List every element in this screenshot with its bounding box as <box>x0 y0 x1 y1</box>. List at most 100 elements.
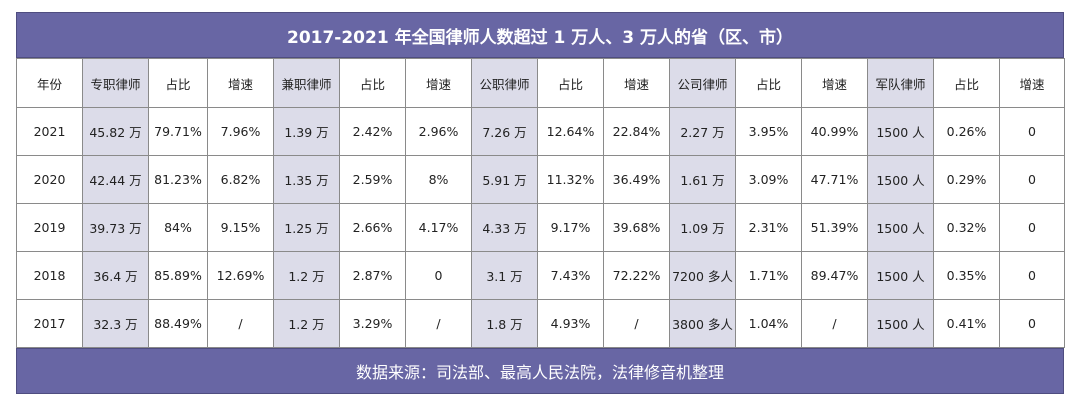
cell: 3.95% <box>735 107 802 156</box>
col-header-share: 占比 <box>339 58 406 108</box>
cell: 2.27 万 <box>669 107 736 156</box>
cell: 36.49% <box>603 155 670 204</box>
cell: 3.1 万 <box>471 251 538 300</box>
cell: 39.73 万 <box>82 203 149 252</box>
cell: 0 <box>999 107 1065 156</box>
cell: / <box>603 299 670 348</box>
cell: 85.89% <box>148 251 208 300</box>
cell: 47.71% <box>801 155 868 204</box>
cell: 88.49% <box>148 299 208 348</box>
cell: 51.39% <box>801 203 868 252</box>
cell: 7.43% <box>537 251 604 300</box>
cell: 1500 人 <box>867 155 934 204</box>
cell: 32.3 万 <box>82 299 149 348</box>
cell: 1.25 万 <box>273 203 340 252</box>
cell: 5.91 万 <box>471 155 538 204</box>
cell: 2.42% <box>339 107 406 156</box>
col-header-corporate: 公司律师 <box>669 58 736 108</box>
cell: 89.47% <box>801 251 868 300</box>
cell: 1.09 万 <box>669 203 736 252</box>
cell: 11.32% <box>537 155 604 204</box>
cell: 39.68% <box>603 203 670 252</box>
col-header-growth: 增速 <box>999 58 1065 108</box>
cell: 4.17% <box>405 203 472 252</box>
cell: 1.2 万 <box>273 251 340 300</box>
cell: 4.93% <box>537 299 604 348</box>
cell: 2018 <box>16 251 83 300</box>
lawyer-stats-table: 年份 专职律师 占比 增速 兼职律师 占比 增速 公职律师 占比 增速 公司律师… <box>16 58 1065 348</box>
cell: 1.35 万 <box>273 155 340 204</box>
cell: 0.35% <box>933 251 1000 300</box>
cell: 2.59% <box>339 155 406 204</box>
cell: 81.23% <box>148 155 208 204</box>
cell: 2.87% <box>339 251 406 300</box>
table-row: 2018 36.4 万 85.89% 12.69% 1.2 万 2.87% 0 … <box>16 251 1065 300</box>
cell: 1500 人 <box>867 251 934 300</box>
cell: 7.26 万 <box>471 107 538 156</box>
cell: 0.26% <box>933 107 1000 156</box>
cell: 1500 人 <box>867 107 934 156</box>
cell: 0 <box>999 299 1065 348</box>
table-row: 2021 45.82 万 79.71% 7.96% 1.39 万 2.42% 2… <box>16 107 1065 156</box>
cell: / <box>207 299 274 348</box>
data-source-footer: 数据来源：司法部、最高人民法院，法律修音机整理 <box>16 348 1064 394</box>
col-header-parttime: 兼职律师 <box>273 58 340 108</box>
cell: 2017 <box>16 299 83 348</box>
cell: 22.84% <box>603 107 670 156</box>
col-header-share: 占比 <box>933 58 1000 108</box>
cell: 79.71% <box>148 107 208 156</box>
cell: 9.15% <box>207 203 274 252</box>
cell: 6.82% <box>207 155 274 204</box>
col-header-share: 占比 <box>148 58 208 108</box>
cell: 0.32% <box>933 203 1000 252</box>
cell: 1.39 万 <box>273 107 340 156</box>
cell: 0 <box>999 251 1065 300</box>
cell: 2021 <box>16 107 83 156</box>
col-header-military: 军队律师 <box>867 58 934 108</box>
cell: 1.04% <box>735 299 802 348</box>
cell: 2020 <box>16 155 83 204</box>
col-header-growth: 增速 <box>207 58 274 108</box>
cell: 42.44 万 <box>82 155 149 204</box>
cell: 1.8 万 <box>471 299 538 348</box>
cell: 7200 多人 <box>669 251 736 300</box>
cell: 3800 多人 <box>669 299 736 348</box>
col-header-share: 占比 <box>735 58 802 108</box>
cell: 0.41% <box>933 299 1000 348</box>
cell: 1.71% <box>735 251 802 300</box>
cell: 2019 <box>16 203 83 252</box>
cell: 84% <box>148 203 208 252</box>
cell: 45.82 万 <box>82 107 149 156</box>
cell: 1.61 万 <box>669 155 736 204</box>
cell: 2.66% <box>339 203 406 252</box>
cell: 7.96% <box>207 107 274 156</box>
header-row: 年份 专职律师 占比 增速 兼职律师 占比 增速 公职律师 占比 增速 公司律师… <box>16 58 1065 108</box>
col-header-growth: 增速 <box>603 58 670 108</box>
table-row: 2017 32.3 万 88.49% / 1.2 万 3.29% / 1.8 万… <box>16 299 1065 348</box>
cell: 3.09% <box>735 155 802 204</box>
cell: 0 <box>405 251 472 300</box>
col-header-growth: 增速 <box>801 58 868 108</box>
cell: 0 <box>999 155 1065 204</box>
col-header-share: 占比 <box>537 58 604 108</box>
cell: 36.4 万 <box>82 251 149 300</box>
col-header-year: 年份 <box>16 58 83 108</box>
table-row: 2019 39.73 万 84% 9.15% 1.25 万 2.66% 4.17… <box>16 203 1065 252</box>
lawyer-stats-table-container: 2017-2021 年全国律师人数超过 1 万人、3 万人的省（区、市） 年份 … <box>16 12 1065 394</box>
table-row: 2020 42.44 万 81.23% 6.82% 1.35 万 2.59% 8… <box>16 155 1065 204</box>
cell: 72.22% <box>603 251 670 300</box>
cell: 4.33 万 <box>471 203 538 252</box>
cell: 0 <box>999 203 1065 252</box>
cell: 12.69% <box>207 251 274 300</box>
cell: 40.99% <box>801 107 868 156</box>
cell: 2.31% <box>735 203 802 252</box>
cell: 1.2 万 <box>273 299 340 348</box>
cell: 12.64% <box>537 107 604 156</box>
col-header-public: 公职律师 <box>471 58 538 108</box>
cell: / <box>801 299 868 348</box>
col-header-growth: 增速 <box>405 58 472 108</box>
cell: 3.29% <box>339 299 406 348</box>
cell: 9.17% <box>537 203 604 252</box>
cell: 0.29% <box>933 155 1000 204</box>
cell: 1500 人 <box>867 299 934 348</box>
